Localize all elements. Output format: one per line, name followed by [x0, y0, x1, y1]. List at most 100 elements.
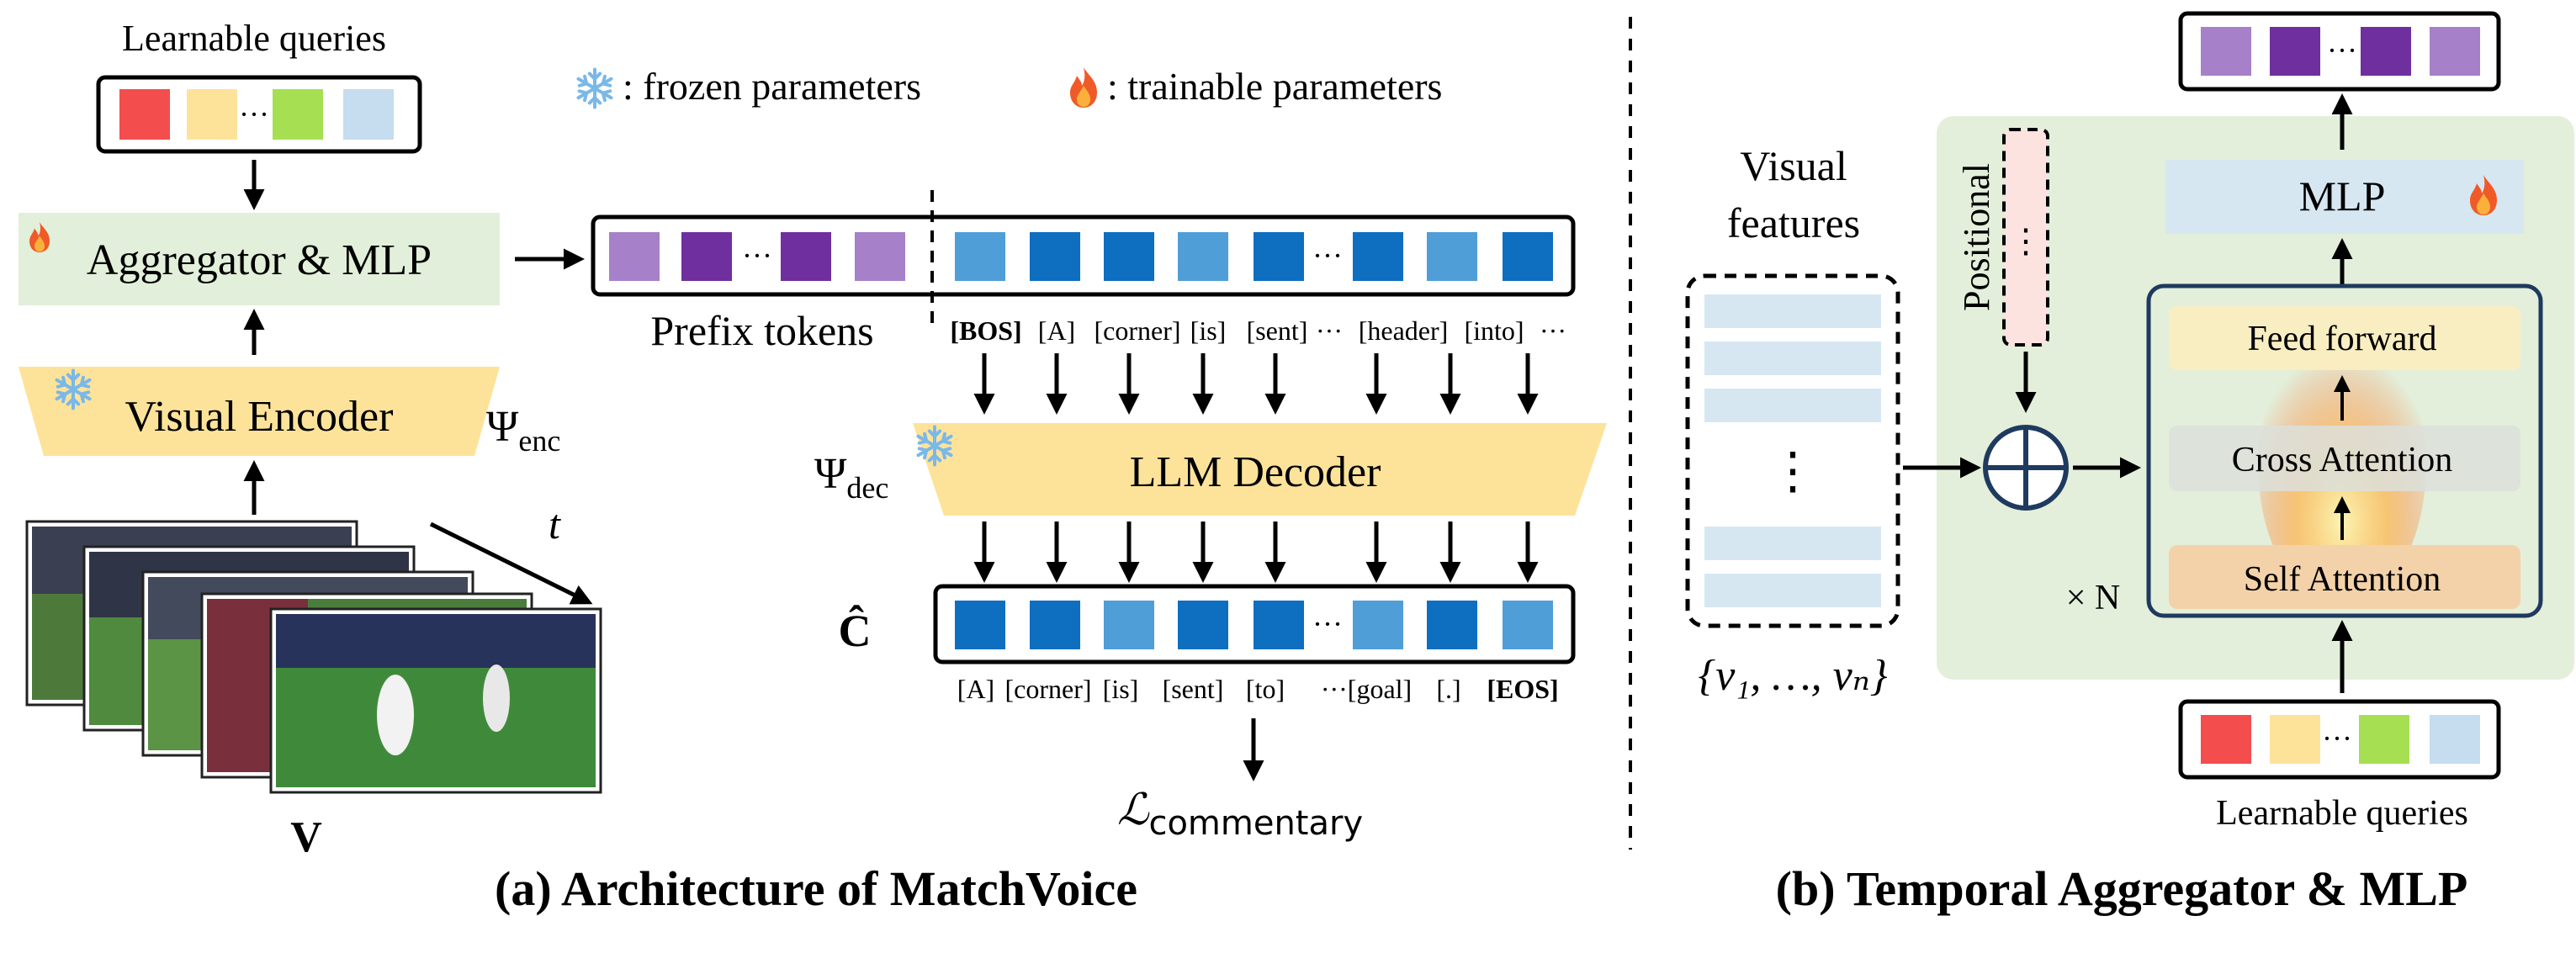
feed-forward-label: Feed forward	[2247, 320, 2436, 358]
feed-forward-block	[2169, 306, 2520, 370]
positional-label: Positional	[1956, 163, 1997, 311]
output-token-label: [to]	[1246, 674, 1285, 704]
input-token-label: [header]	[1359, 315, 1449, 346]
positional-dots: ⋮	[2009, 222, 2043, 260]
output-token-label: [A]	[957, 674, 994, 704]
query-token	[2201, 715, 2251, 764]
learnable-queries-label-b: Learnable queries	[2216, 794, 2468, 833]
output-token-label: [corner]	[1004, 674, 1091, 704]
query-token	[343, 89, 394, 140]
prefix-token	[2270, 27, 2320, 76]
mlp-label: MLP	[2299, 172, 2386, 220]
output-token-labels: [A] [corner] [is] [sent] [to] ···[goal] …	[957, 674, 1559, 704]
video-frame	[269, 607, 602, 794]
llm-decoder-label: LLM Decoder	[1130, 448, 1381, 496]
legend: : frozen parameters : trainable paramete…	[576, 65, 1442, 109]
learnable-queries-box	[96, 75, 422, 154]
input-token	[1427, 232, 1477, 281]
output-token	[1254, 601, 1304, 649]
query-dots: ···	[239, 98, 269, 131]
input-token-label: [sent]	[1247, 315, 1308, 346]
aggregator-mlp-box	[19, 213, 500, 305]
input-token	[1503, 232, 1553, 281]
input-dots: ···	[1312, 239, 1343, 273]
psi-dec-subscript: dec	[846, 471, 888, 505]
query-token	[119, 89, 170, 140]
output-token	[1427, 601, 1477, 649]
visual-feature-row	[1704, 341, 1881, 375]
learnable-queries-box	[2178, 699, 2501, 780]
time-arrow	[429, 522, 593, 605]
prefix-token	[781, 232, 831, 281]
caption-b: (b) Temporal Aggregator & MLP	[1776, 861, 2468, 916]
visual-features-set: {v₁, …, vₙ}	[1698, 652, 1887, 700]
aggregator-panel	[1937, 116, 2574, 680]
input-token-label: [into]	[1464, 315, 1524, 346]
psi-symbol: Ψ	[486, 403, 519, 451]
psi-enc-label: Ψenc	[486, 403, 560, 458]
aggregator-mlp-label: Aggregator & MLP	[87, 236, 432, 284]
visual-encoder-block	[19, 367, 500, 456]
trainable-legend-label: : trainable parameters	[1107, 65, 1442, 108]
c-hat-label: Ĉ	[839, 604, 872, 656]
prefix-token	[2201, 27, 2251, 76]
output-dots: ···	[1312, 607, 1343, 641]
output-prefix-box	[2178, 11, 2501, 92]
prefix-token	[2361, 27, 2411, 76]
add-operator-icon	[1983, 425, 2069, 511]
prefix-dots: ···	[742, 239, 772, 273]
llm-decoder-block	[913, 423, 1607, 516]
psi-symbol: Ψ	[814, 450, 847, 498]
loss-subscript: commentary	[1148, 804, 1363, 843]
input-token-label: [A]	[1038, 315, 1075, 346]
query-token	[2270, 715, 2320, 764]
output-token-label: [EOS]	[1487, 674, 1558, 704]
visual-feature-row	[1704, 574, 1881, 607]
input-text-tokens: ···	[955, 232, 1553, 281]
input-token	[1178, 232, 1228, 281]
input-token	[1030, 232, 1080, 281]
positional-encoding-box	[2002, 128, 2049, 347]
query-token	[2430, 715, 2480, 764]
decoder-output-arrows	[973, 522, 1539, 583]
prefix-token	[2430, 27, 2480, 76]
prefix-token	[609, 232, 660, 281]
player-figure	[483, 664, 510, 732]
output-token-label: [.]	[1436, 674, 1460, 704]
output-token	[1503, 601, 1553, 649]
input-token-label: [BOS]	[950, 315, 1021, 346]
prefix-tokens: ···	[609, 232, 905, 281]
prefix-token	[855, 232, 905, 281]
loss-symbol: ℒ	[1117, 786, 1150, 834]
input-token	[955, 232, 1005, 281]
input-token	[1104, 232, 1154, 281]
mlp-block	[2165, 160, 2524, 234]
input-token-label: ···	[1540, 315, 1566, 346]
video-input-label: V	[290, 813, 322, 861]
output-token	[1178, 601, 1228, 649]
prefix-input-sequence-box	[591, 214, 1576, 297]
visual-features-label-line1: Visual	[1740, 142, 1847, 189]
panel-b: ··· MLP Feed forward Cross Attention Sel…	[1685, 11, 2574, 916]
output-token	[1030, 601, 1080, 649]
output-token	[955, 601, 1005, 649]
output-token	[1353, 601, 1403, 649]
cross-attention-block	[2169, 426, 2520, 491]
decoder-input-arrows	[973, 353, 1539, 415]
video-frames-stack	[25, 520, 602, 794]
visual-feature-row	[1704, 294, 1881, 328]
caption-a: (a) Architecture of MatchVoice	[495, 861, 1137, 916]
visual-feature-row	[1704, 389, 1881, 422]
learnable-queries-label: Learnable queries	[122, 18, 386, 59]
psi-enc-subscript: enc	[518, 424, 560, 458]
self-attention-label: Self Attention	[2244, 560, 2441, 599]
snowflake-icon	[576, 67, 613, 109]
query-dots: ···	[2322, 722, 2352, 755]
output-tokens: ···	[955, 601, 1553, 649]
prefix-tokens-label: Prefix tokens	[650, 307, 873, 354]
panel-a: Learnable queries ··· Aggregator & MLP V…	[19, 18, 1607, 916]
input-token-label: [corner]	[1094, 315, 1180, 346]
flame-icon	[1070, 67, 1097, 108]
query-token	[187, 89, 237, 140]
